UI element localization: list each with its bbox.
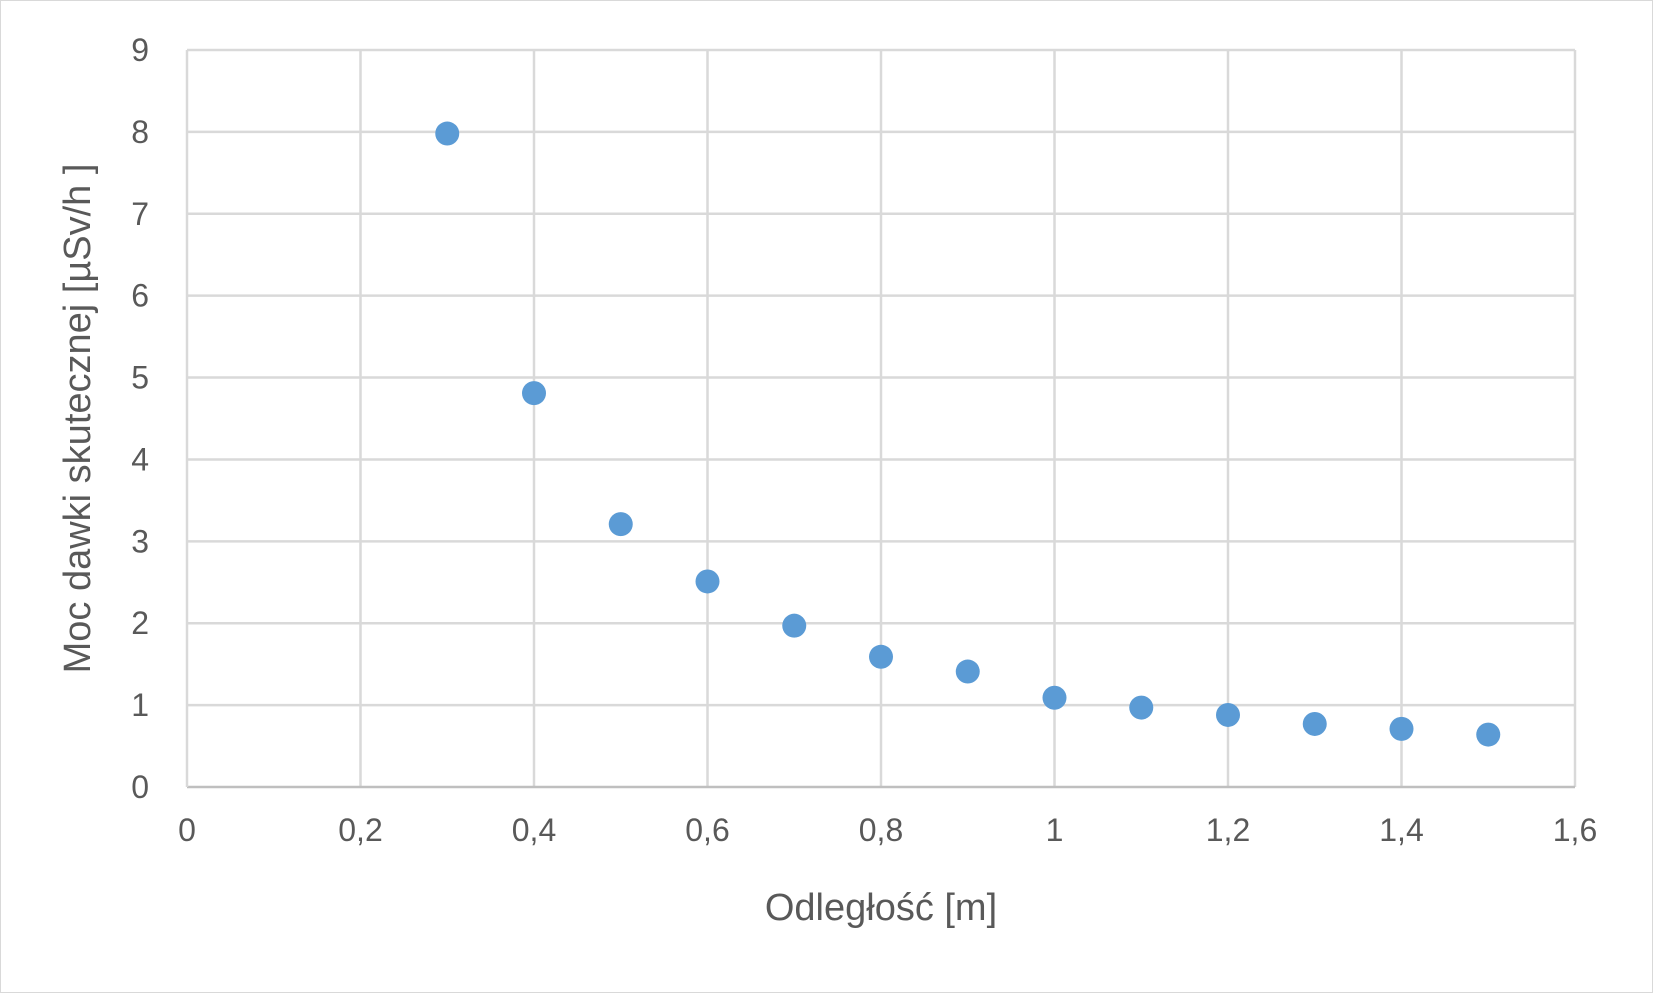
- x-tick-labels: 0 0,2 0,4 0,6 0,8 1 1,2 1,4 1,6: [178, 812, 1597, 848]
- x-tick-label: 1: [1046, 812, 1064, 848]
- x-axis-title: Odległość [m]: [765, 887, 997, 929]
- x-tick-label: 0,2: [338, 812, 382, 848]
- y-tick-label: 9: [131, 32, 149, 68]
- x-tick-label: 1,4: [1379, 812, 1423, 848]
- y-tick-label: 3: [131, 523, 149, 559]
- data-point: [1302, 711, 1327, 736]
- y-tick-label: 2: [131, 605, 149, 641]
- y-tick-label: 7: [131, 196, 149, 232]
- x-tick-label: 0,8: [859, 812, 903, 848]
- data-point: [435, 121, 460, 146]
- x-tick-label: 0,6: [685, 812, 729, 848]
- y-tick-label: 0: [131, 769, 149, 805]
- y-tick-label: 5: [131, 360, 149, 396]
- grid-lines: [187, 48, 1577, 787]
- data-point: [522, 381, 546, 406]
- y-tick-label: 6: [131, 278, 149, 314]
- data-point: [1216, 702, 1240, 727]
- data-point: [869, 644, 893, 669]
- y-tick-label: 8: [131, 114, 149, 150]
- data-point: [695, 569, 720, 594]
- x-tick-label: 1,2: [1206, 812, 1250, 848]
- data-point: [1129, 695, 1154, 720]
- data-point: [1389, 716, 1414, 741]
- data-point: [782, 613, 807, 638]
- x-tick-label: 1,6: [1553, 812, 1597, 848]
- data-point: [955, 659, 980, 684]
- y-axis-title: Moc dawki skutecznej [µSv/h ]: [57, 164, 99, 674]
- x-tick-label: 0: [178, 812, 196, 848]
- y-tick-label: 4: [131, 441, 149, 477]
- data-point: [1476, 722, 1501, 747]
- data-point: [608, 512, 633, 537]
- x-tick-label: 0,4: [512, 812, 556, 848]
- data-point: [1042, 685, 1067, 710]
- data-points: [435, 121, 1501, 747]
- axes: [185, 50, 1575, 789]
- y-tick-labels: 0 1 2 3 4 5 6 7 8 9: [131, 32, 149, 805]
- y-tick-label: 1: [131, 687, 149, 723]
